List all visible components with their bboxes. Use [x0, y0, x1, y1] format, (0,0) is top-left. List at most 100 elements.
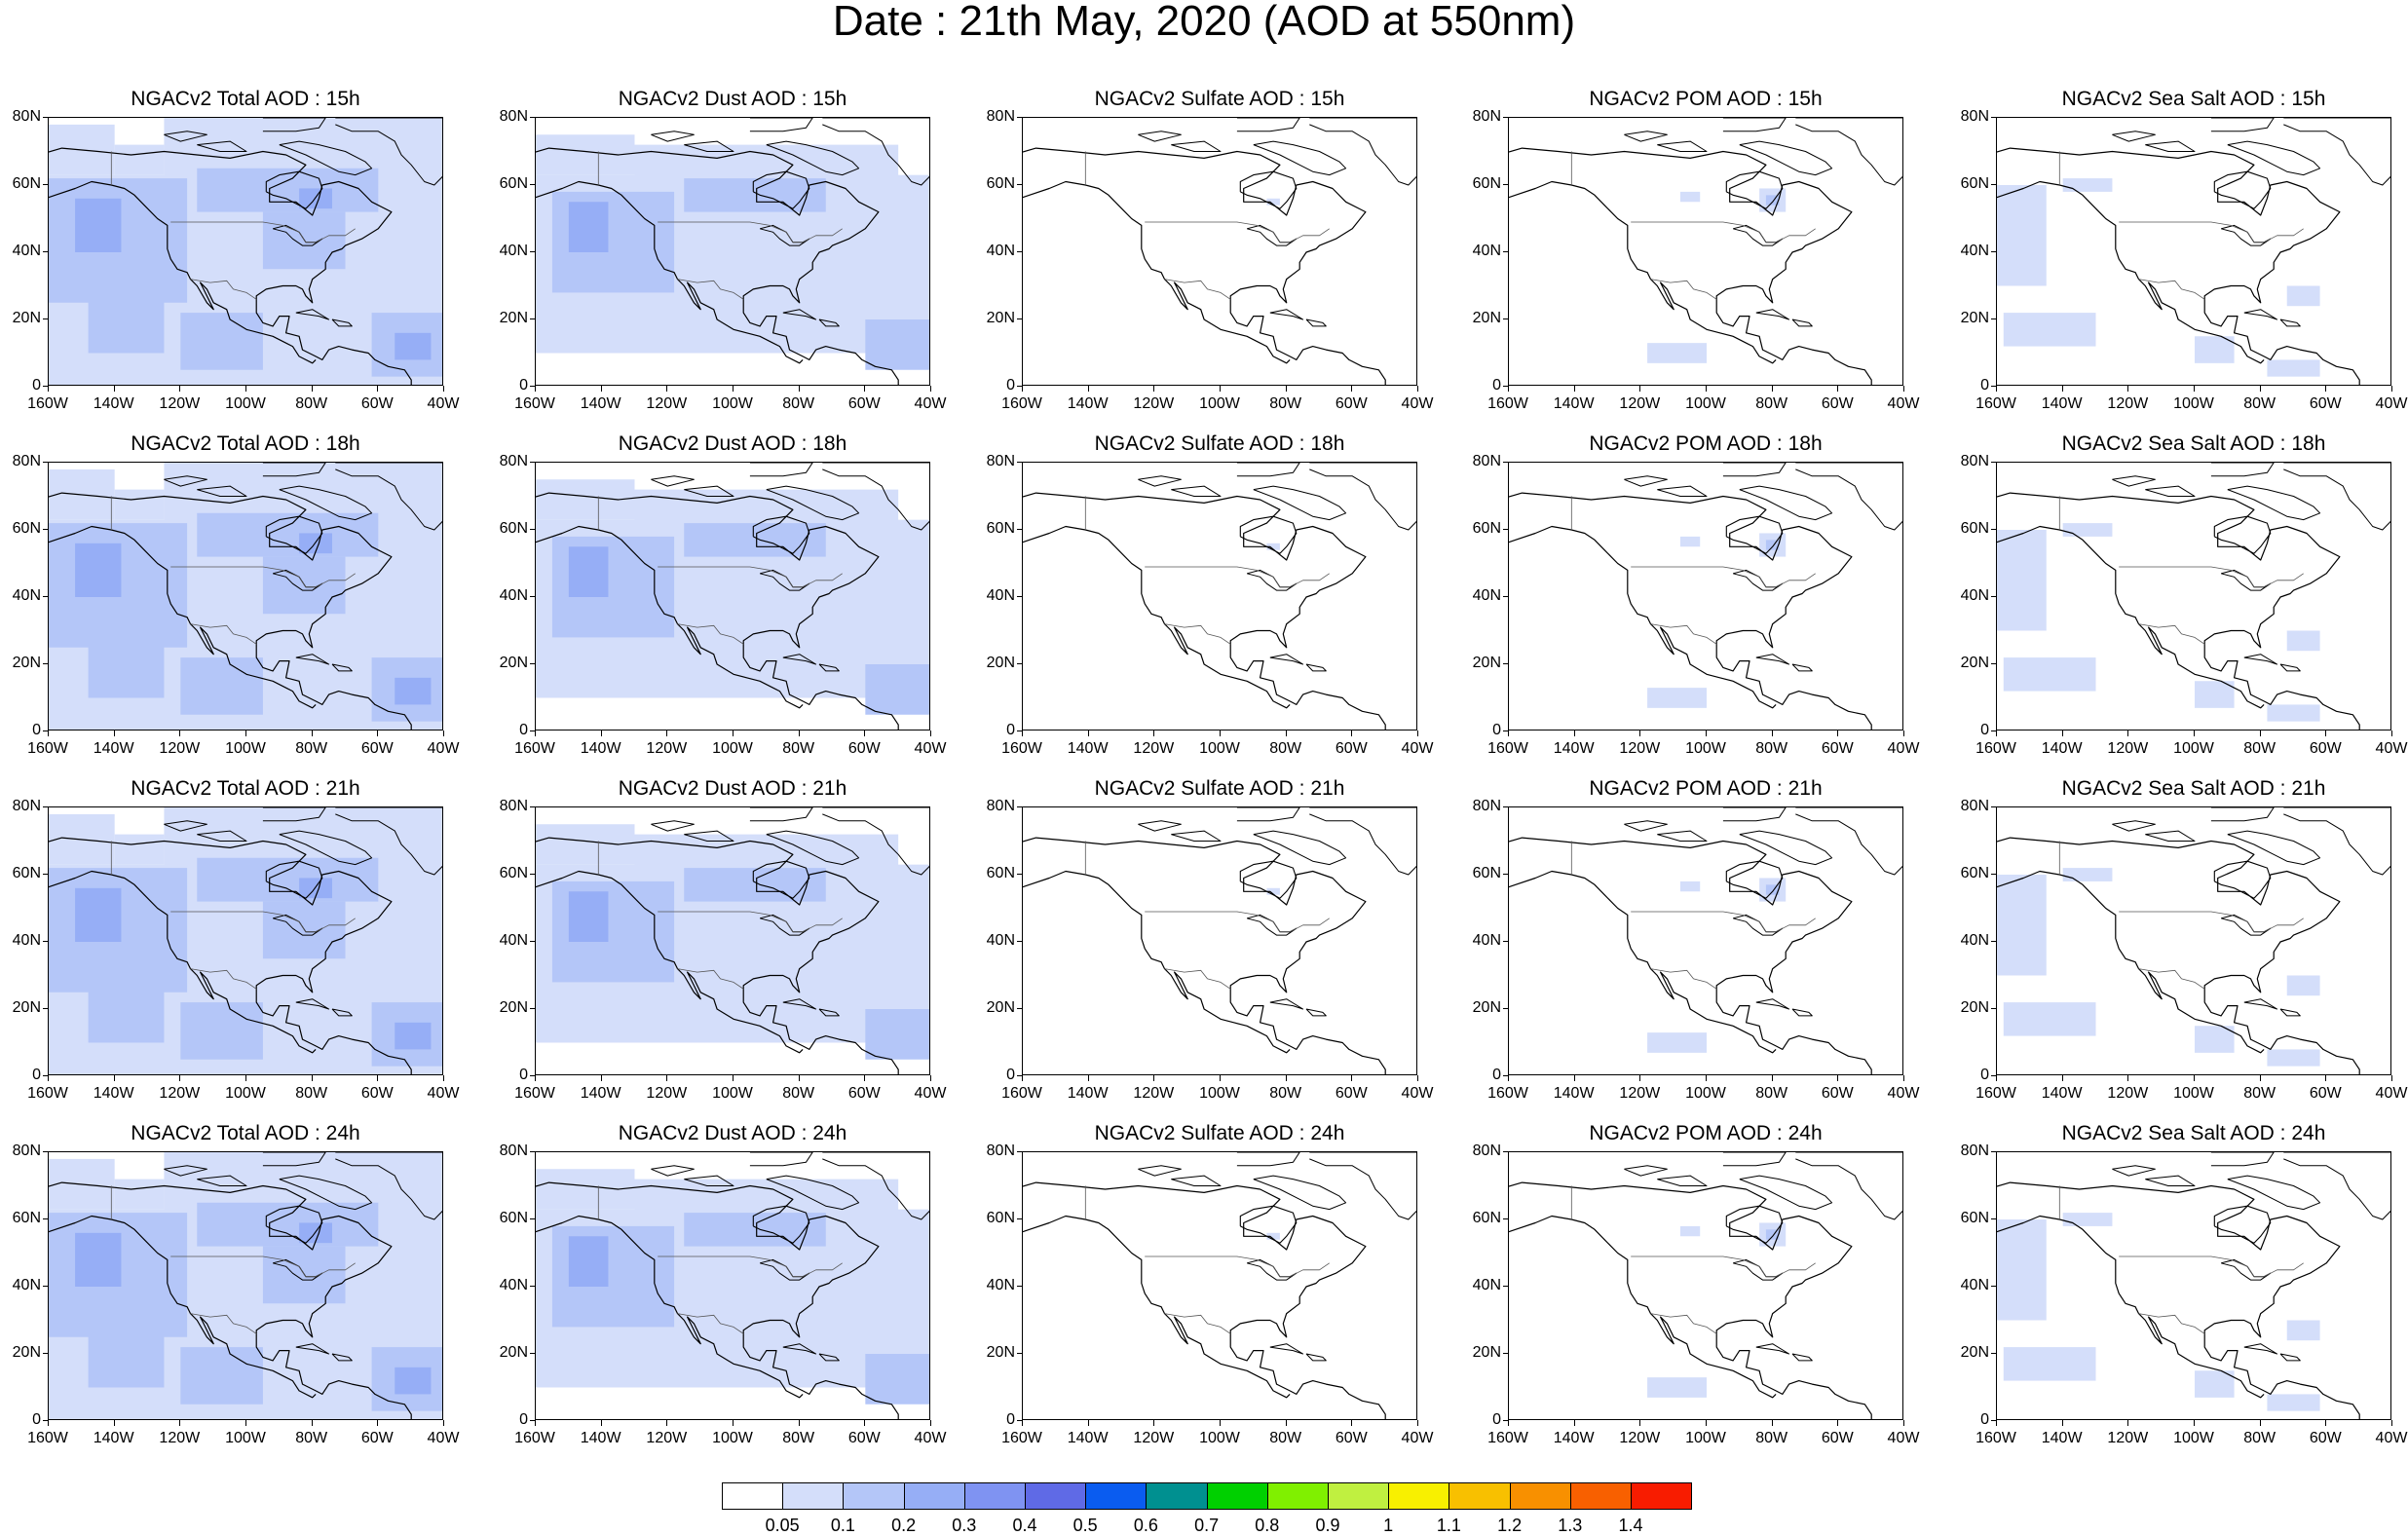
lat-tick-label: 60N [1472, 175, 1501, 192]
lat-tick [530, 663, 535, 664]
lon-tick [1771, 1075, 1773, 1081]
lon-tick [666, 1075, 668, 1081]
lon-tick-label: 140W [580, 740, 621, 757]
aod-cell-medium [197, 168, 379, 212]
greenland-outline [335, 463, 442, 531]
aod-cell-strong [75, 198, 122, 252]
hispaniola-outline [2279, 663, 2301, 672]
coastline-atlantic [1023, 492, 1386, 730]
baffin-island-outline [279, 140, 373, 176]
lon-tick-label: 80W [782, 1085, 815, 1102]
lon-tick-label: 120W [1619, 1085, 1661, 1102]
colorbar-swatch [1631, 1482, 1693, 1510]
lon-tick-label: 140W [93, 1430, 134, 1446]
lon-tick-label: 40W [1887, 1430, 1920, 1446]
us-mexico-border [1650, 968, 1717, 990]
us-mexico-border [1164, 279, 1231, 300]
hudson-bay-outline [752, 170, 810, 209]
aod-cell-light [2267, 1049, 2320, 1067]
lon-tick-label: 60W [360, 395, 394, 412]
lon-tick-label: 40W [2375, 740, 2408, 757]
lon-tick [1639, 731, 1641, 736]
colorbar-swatch [1146, 1482, 1208, 1510]
colorbar-swatch [1206, 1482, 1268, 1510]
lat-tick [43, 462, 48, 463]
lon-tick-label: 40W [2375, 1430, 2408, 1446]
arctic-island-outline [1138, 131, 1182, 142]
lon-tick-label: 60W [1821, 740, 1854, 757]
lat-tick-label: 0 [1006, 1067, 1015, 1083]
coastline-pacific [1997, 870, 2265, 1054]
arctic-island-outline [1138, 820, 1182, 832]
lon-tick [535, 1420, 536, 1426]
lon-tick [1417, 386, 1418, 392]
aod-cell-light [2195, 336, 2235, 363]
panel-title: NGACv2 Sea Salt AOD : 21h [2061, 777, 2326, 800]
lat-tick [43, 874, 48, 875]
panel-title: NGACv2 Sea Salt AOD : 18h [2061, 432, 2326, 455]
map-canvas [536, 807, 929, 1074]
lon-tick-label: 140W [580, 1085, 621, 1102]
lat-tick [1017, 251, 1022, 252]
lon-tick-label: 140W [1067, 395, 1109, 412]
lon-tick [179, 1075, 181, 1081]
lon-tick [2194, 1420, 2195, 1426]
lon-tick-label: 60W [1821, 395, 1854, 412]
lon-tick-label: 80W [1755, 395, 1788, 412]
colorbar-label: 1.4 [1618, 1516, 1643, 1535]
aod-field [1266, 198, 1280, 206]
lon-tick [1285, 386, 1287, 392]
lat-tick-label: 20N [1472, 999, 1501, 1016]
lat-tick-label: 0 [1980, 722, 1989, 738]
lat-tick [1991, 318, 1996, 319]
lon-tick-label: 160W [1975, 395, 2016, 412]
lon-tick-label: 120W [159, 740, 201, 757]
lat-tick [1017, 874, 1022, 875]
cuba-outline [2243, 654, 2278, 665]
lon-tick [113, 1420, 115, 1426]
aod-cell-medium [1765, 884, 1780, 895]
lon-tick [733, 1420, 734, 1426]
lat-tick [530, 1151, 535, 1152]
map-canvas [1509, 807, 1902, 1074]
lat-tick-label: 40N [1472, 932, 1501, 949]
lon-tick-label: 140W [1553, 1430, 1595, 1446]
lon-tick-label: 100W [712, 1430, 753, 1446]
coastline-atlantic [1509, 492, 1872, 730]
coastline-pacific [1509, 870, 1777, 1054]
lat-tick-label: 20N [12, 1344, 41, 1361]
hispaniola-outline [1305, 1353, 1327, 1362]
us-canada-border [170, 566, 356, 588]
lat-tick [1503, 1151, 1508, 1152]
lon-tick [2259, 1420, 2261, 1426]
lat-tick-label: 80N [499, 1143, 528, 1159]
aod-cell-light [1997, 530, 2047, 631]
cuba-outline [1269, 309, 1304, 320]
map-panel-total [48, 1151, 443, 1420]
lon-tick [443, 1075, 444, 1081]
lat-tick-label: 20N [1472, 310, 1501, 326]
hudson-bay-outline [1239, 170, 1298, 209]
ellesmere-outline [749, 118, 813, 132]
aod-cell-strong [568, 546, 609, 597]
hudson-bay-outline [1725, 1205, 1784, 1244]
us-mexico-border [1164, 1313, 1231, 1334]
panel-title: NGACv2 Total AOD : 21h [131, 777, 360, 800]
lat-tick [1017, 386, 1022, 387]
hudson-bay-outline [265, 860, 323, 899]
lat-tick [530, 806, 535, 807]
lon-tick [1417, 1420, 1418, 1426]
map-panel-seasalt [1996, 806, 2391, 1075]
lat-tick-label: 20N [1960, 1344, 1989, 1361]
lon-tick [2325, 731, 2327, 736]
hudson-bay-outline [265, 170, 323, 209]
coastline-pacific [1023, 525, 1291, 709]
lon-tick-label: 120W [2107, 1430, 2149, 1446]
aod-cell-light [2267, 704, 2320, 722]
lon-tick-label: 120W [2107, 395, 2149, 412]
ellesmere-outline [262, 1152, 326, 1167]
arctic-island-outline [2112, 475, 2156, 487]
arctic-island-outline [1624, 1165, 1668, 1177]
coastline-pacific [1997, 180, 2265, 364]
lat-tick [1503, 462, 1508, 463]
